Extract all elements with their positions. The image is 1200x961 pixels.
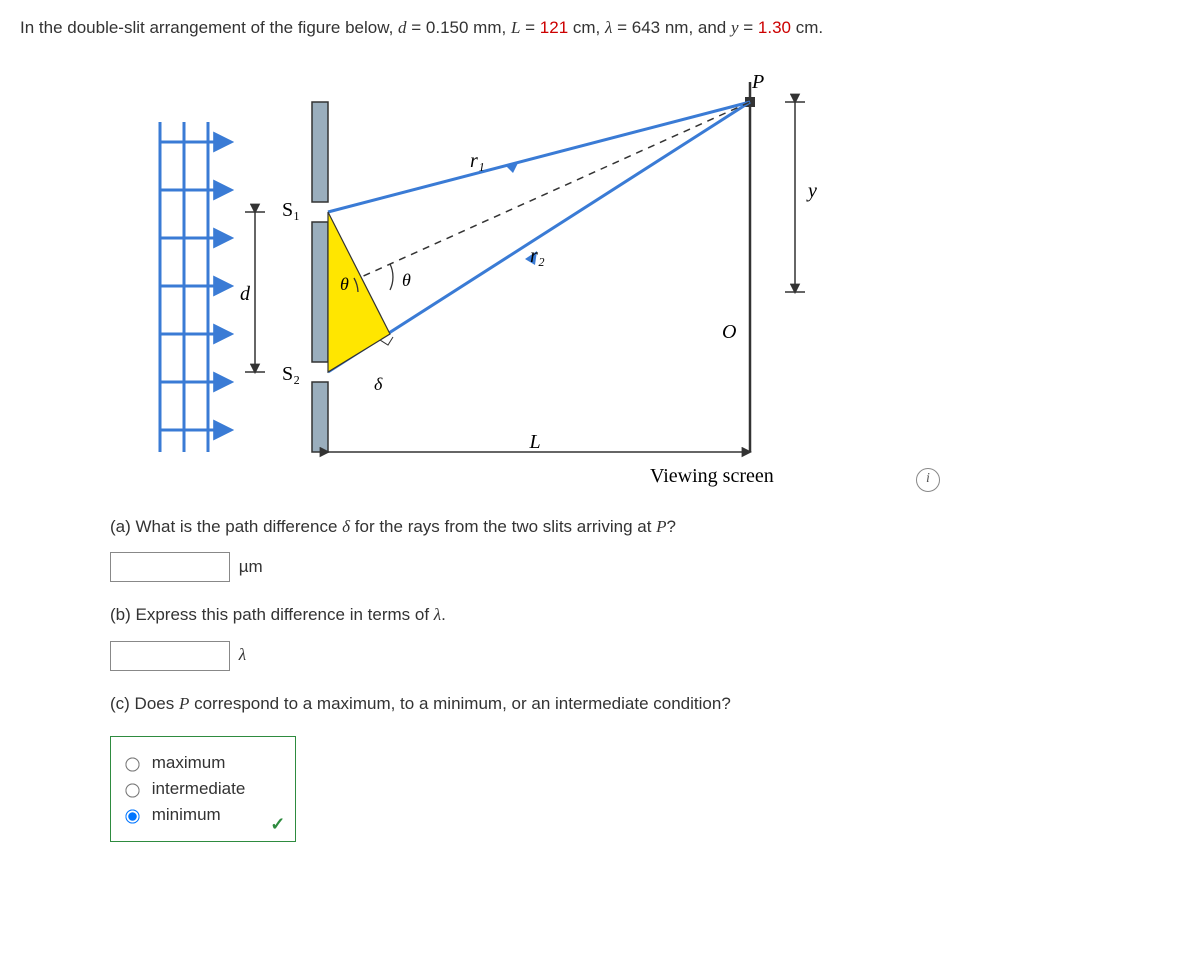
part-b-pre: (b) Express this path difference in term… [110,605,434,624]
svg-text:P: P [751,71,764,93]
part-b-input[interactable] [110,641,230,671]
problem-statement: In the double-slit arrangement of the fi… [20,16,1180,40]
part-c-options: maximum intermediate minimum ✓ [110,736,296,842]
part-a-question: (a) What is the path difference δ for th… [110,512,1180,543]
part-a-post: for the rays from the two slits arriving… [350,517,656,536]
double-slit-diagram: dPOr₁r₂θθδS₁S₂LyViewing screen i [110,52,930,482]
part-a-input[interactable] [110,552,230,582]
radio-intermediate[interactable] [125,783,139,797]
part-a-answer-row: µm [110,552,1180,582]
part-b-unit: λ [239,645,246,664]
unit-y: cm. [791,18,823,37]
sym-L: L [511,18,520,37]
eq-L: = [520,18,539,37]
part-b-dot: . [441,605,446,624]
val-y: 1.30 [758,18,791,37]
part-a-P: P [656,517,666,536]
svg-text:Viewing screen: Viewing screen [650,465,774,487]
label-maximum: maximum [152,753,226,772]
part-a-q: ? [667,517,676,536]
svg-text:O: O [722,321,736,343]
option-intermediate[interactable]: intermediate [121,779,245,799]
info-icon[interactable]: i [916,468,940,492]
part-b-answer-row: λ [110,641,1180,671]
part-c-question: (c) Does P correspond to a maximum, to a… [110,689,1180,720]
part-c-P: P [179,694,189,713]
part-a-pre: (a) What is the path difference [110,517,342,536]
part-c-pre: (c) Does [110,694,179,713]
svg-text:r₁: r₁ [470,150,485,172]
val-lam: = 643 nm, and [612,18,731,37]
sym-y: y [731,18,739,37]
option-minimum[interactable]: minimum [121,805,245,825]
svg-text:L: L [528,431,540,453]
label-minimum: minimum [152,805,221,824]
part-a-unit: µm [239,557,263,576]
svg-text:S₂: S₂ [282,363,300,385]
eq-y: = [739,18,758,37]
svg-text:S₁: S₁ [282,199,300,221]
part-c-post: correspond to a maximum, to a minimum, o… [189,694,730,713]
svg-text:y: y [806,180,817,202]
part-a-delta: δ [342,517,350,536]
radio-minimum[interactable] [125,809,139,823]
svg-text:r₂: r₂ [530,245,545,267]
svg-text:d: d [240,283,251,305]
intro-prefix: In the double-slit arrangement of the fi… [20,18,398,37]
option-maximum[interactable]: maximum [121,753,245,773]
val-d: = 0.150 mm, [407,18,511,37]
radio-maximum[interactable] [125,757,139,771]
label-intermediate: intermediate [152,779,246,798]
svg-text:δ: δ [374,374,383,394]
correct-check-icon: ✓ [270,814,285,835]
unit-L: cm, [568,18,605,37]
val-L: 121 [540,18,568,37]
part-b-question: (b) Express this path difference in term… [110,600,1180,631]
sym-d: d [398,18,407,37]
svg-text:θ: θ [402,270,411,290]
svg-text:θ: θ [340,274,349,294]
